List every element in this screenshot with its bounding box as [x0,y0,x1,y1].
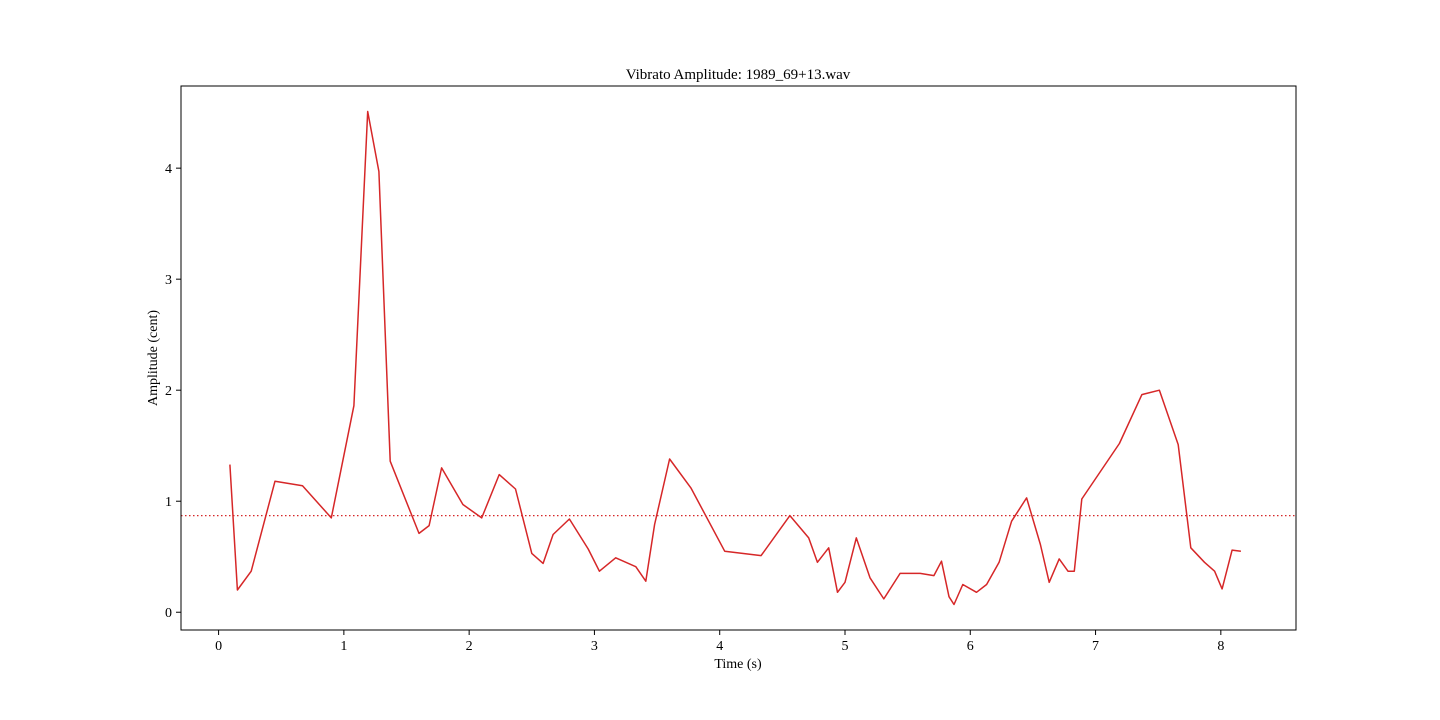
x-tick-label: 4 [716,639,723,654]
y-tick-label: 1 [165,495,172,510]
x-tick-label: 7 [1092,639,1099,654]
y-axis-label: Amplitude (cent) [146,310,161,406]
x-tick-label: 0 [215,639,222,654]
y-tick-label: 0 [165,606,172,621]
y-tick-label: 4 [165,162,172,177]
y-tick-label: 2 [165,384,172,399]
x-tick-label: 2 [466,639,473,654]
chart-title: Vibrato Amplitude: 1989_69+13.wav [626,67,851,83]
x-axis-label: Time (s) [714,657,762,672]
plot-layer: 0 1 2 3 4 5 6 7 8 0 1 2 3 4 [165,110,1296,654]
x-tick-label: 5 [841,639,848,654]
x-tick-label: 8 [1217,639,1224,654]
plot-frame [180,85,1297,631]
y-tick-label: 3 [165,273,172,288]
series-line [229,110,1241,606]
x-tick-label: 6 [967,639,974,654]
x-tick-label: 3 [591,639,598,654]
x-tick-label: 1 [340,639,347,654]
